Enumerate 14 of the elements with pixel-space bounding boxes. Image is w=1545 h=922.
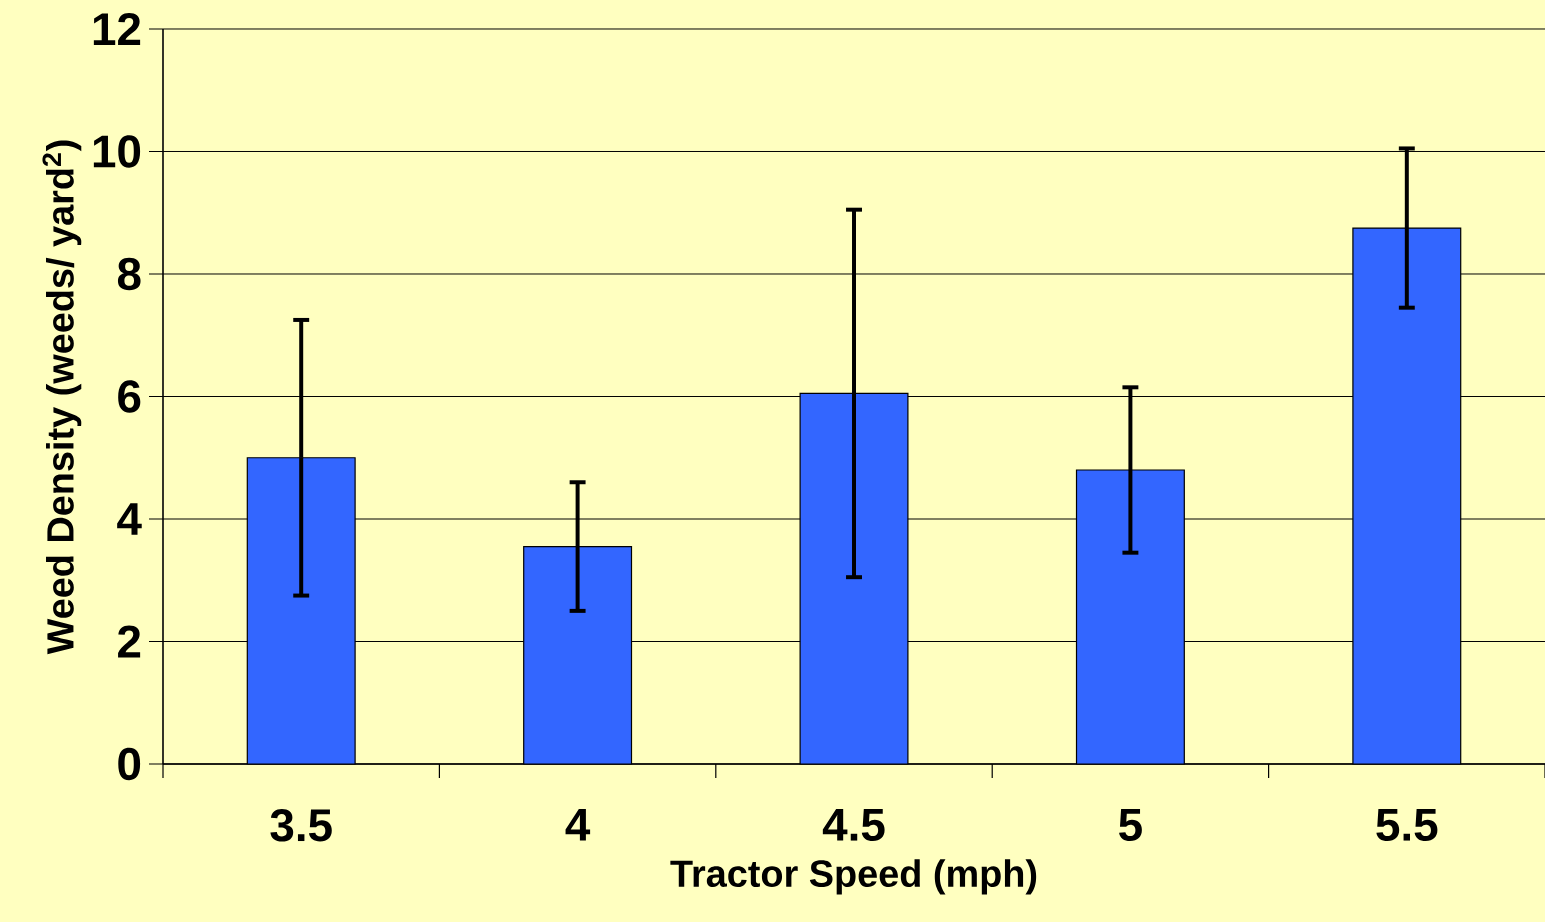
- y-tick-label: 2: [118, 625, 141, 658]
- x-tick-label: 4.5: [822, 809, 885, 842]
- y-tick-label: 8: [117, 257, 141, 291]
- y-axis-title: Weed Density (weeds/ yard$^{2}$): [42, 140, 82, 655]
- y-tick-label: 0: [118, 747, 141, 781]
- x-tick-label: 4: [565, 809, 591, 841]
- x-tick-label: 5.5: [1376, 809, 1438, 842]
- x-tick-label: 5: [1119, 809, 1142, 842]
- x-axis-title: Tractor Speed (mph): [670, 859, 1037, 895]
- y-tick-label: 4: [117, 503, 142, 535]
- x-tick-label: 3.5: [270, 809, 332, 842]
- y-tick-label: 6: [118, 380, 141, 413]
- y-tick-label: 12: [93, 12, 141, 45]
- y-tick-label: 10: [93, 135, 141, 168]
